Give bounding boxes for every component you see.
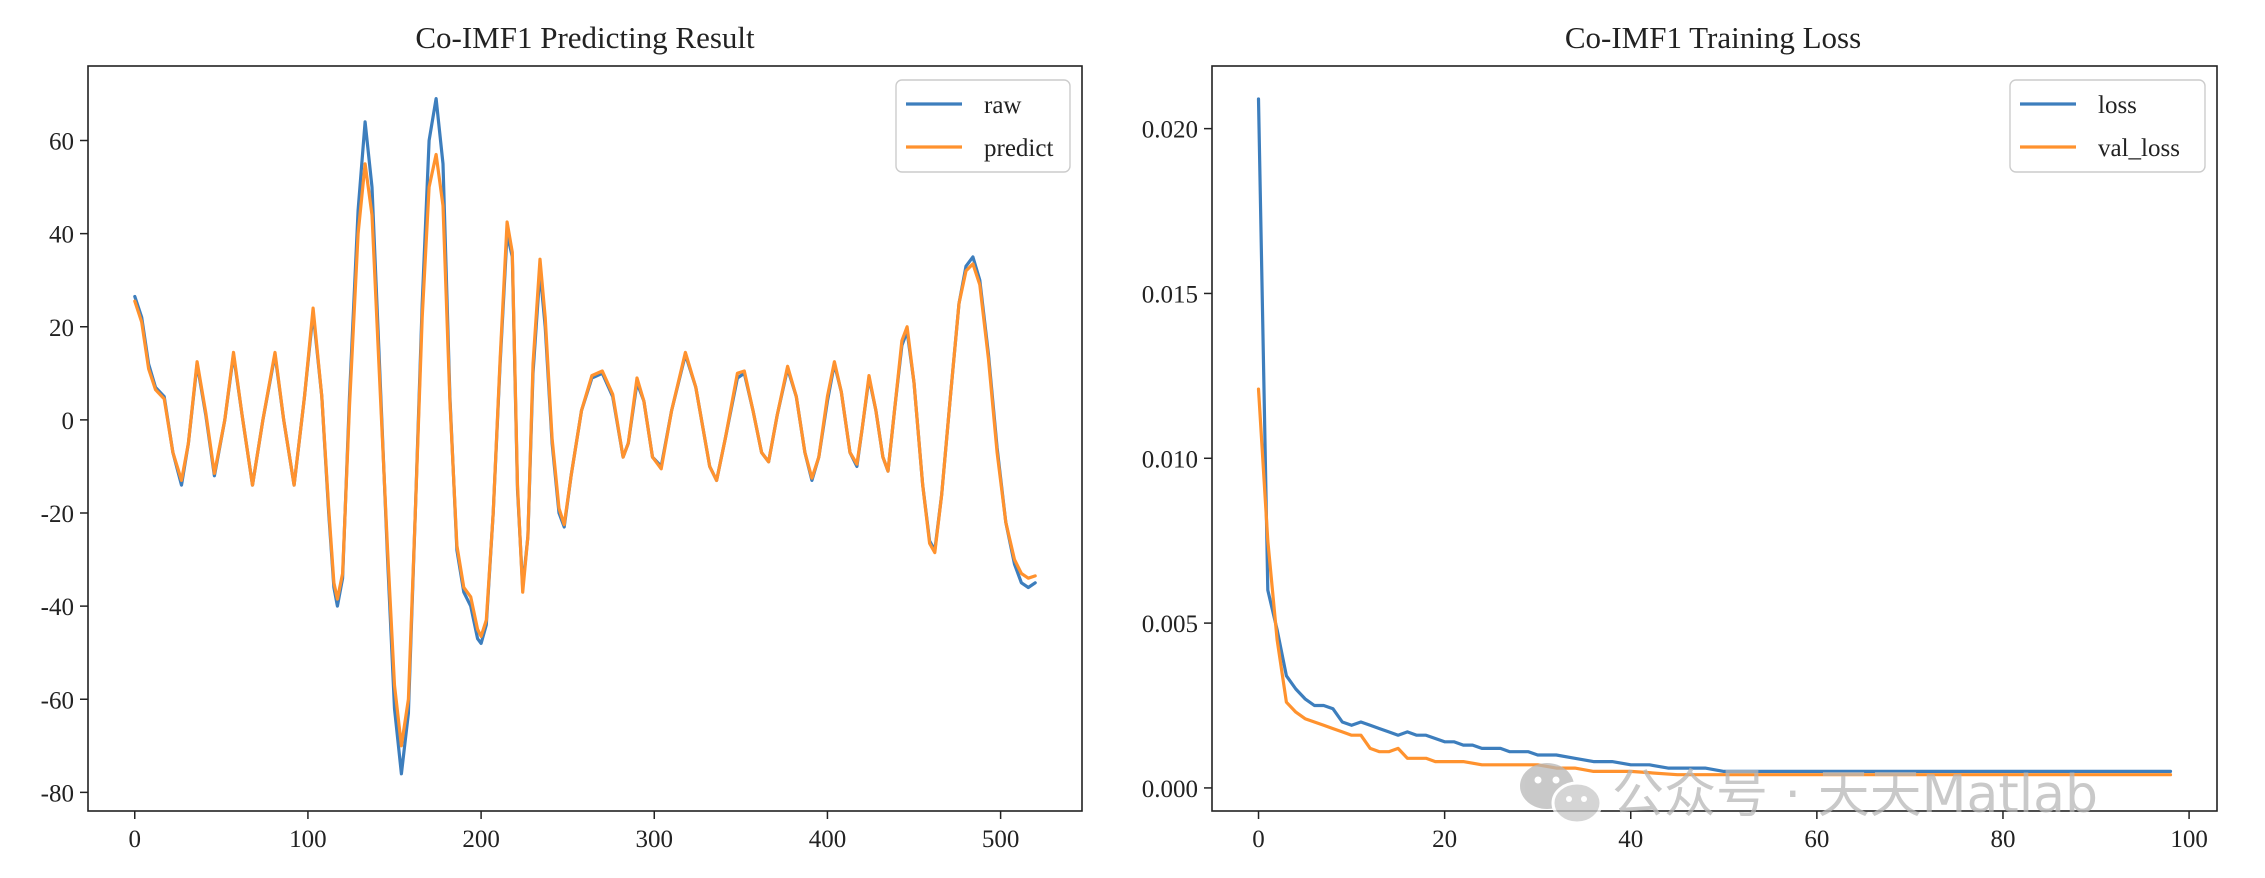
series-layer xyxy=(1256,97,2173,777)
legend: loss val_loss xyxy=(2009,79,2206,173)
x-tick-label: 40 xyxy=(1618,826,1643,853)
y-tick-label: 0.000 xyxy=(1142,776,1198,803)
plot-frame xyxy=(1211,65,2218,812)
y-tick-label: 0.010 xyxy=(1142,446,1198,473)
series-layer xyxy=(133,97,1037,776)
watermark-text: 公众号 · 天天Matlab xyxy=(1612,765,2098,825)
y-axis-ticks: 0.000 0.005 0.010 0.015 0.020 xyxy=(1142,117,1212,803)
x-tick-label: 0 xyxy=(129,826,142,853)
y-tick-label: 0.005 xyxy=(1142,611,1198,638)
y-tick-label: -80 xyxy=(41,780,74,807)
y-tick-label: -40 xyxy=(41,594,74,621)
chart-title: Co-IMF1 Predicting Result xyxy=(415,20,755,55)
y-tick-label: 0.015 xyxy=(1142,281,1198,308)
legend-label-val-loss: val_loss xyxy=(2098,135,2180,162)
plot-frame xyxy=(87,65,1083,812)
series-line-val-loss xyxy=(1256,387,2173,777)
predicting-result-chart: Co-IMF1 Predicting Result 0 100 200 300 400 5… xyxy=(41,20,1083,853)
chart-title: Co-IMF1 Training Loss xyxy=(1565,20,1861,55)
x-axis-ticks: 0 100 200 300 400 500 xyxy=(129,811,1020,853)
y-tick-label: 60 xyxy=(49,129,74,156)
training-loss-chart: Co-IMF1 Training Loss 0 20 40 60 80 100 0.000… xyxy=(1142,20,2218,853)
legend-label-predict: predict xyxy=(984,135,1053,162)
axes: 0 20 40 60 80 100 0.000 0.005 0.010 0.015 0.020 xyxy=(1142,65,2218,853)
legend: raw predict xyxy=(895,79,1071,173)
x-tick-label: 20 xyxy=(1432,826,1457,853)
series-line-loss xyxy=(1256,97,2173,773)
series-line-predict xyxy=(133,152,1037,748)
legend-label-raw: raw xyxy=(984,92,1021,119)
x-tick-label: 100 xyxy=(2170,826,2208,853)
x-tick-label: 60 xyxy=(1804,826,1829,853)
y-tick-label: -20 xyxy=(41,501,74,528)
x-tick-label: 300 xyxy=(636,826,674,853)
x-tick-label: 400 xyxy=(809,826,847,853)
x-tick-label: 80 xyxy=(1990,826,2015,853)
y-axis-ticks: -80 -60 -40 -20 0 20 40 60 xyxy=(41,129,88,807)
y-tick-label: 0.020 xyxy=(1142,117,1198,144)
x-tick-label: 0 xyxy=(1252,826,1265,853)
y-tick-label: 20 xyxy=(49,315,74,342)
y-tick-label: -60 xyxy=(41,687,74,714)
axes: 0 100 200 300 400 500 -80 -60 -40 -20 0 20 40 60 xyxy=(41,65,1083,853)
wechat-icon xyxy=(1520,763,1603,825)
y-tick-label: 40 xyxy=(49,222,74,249)
x-tick-label: 500 xyxy=(982,826,1020,853)
x-axis-ticks: 0 20 40 60 80 100 xyxy=(1252,811,2208,853)
x-tick-label: 200 xyxy=(462,826,500,853)
watermark: 公众号 · 天天Matlab xyxy=(1520,763,2098,825)
legend-label-loss: loss xyxy=(2098,92,2137,119)
y-tick-label: 0 xyxy=(62,408,75,435)
x-tick-label: 100 xyxy=(289,826,327,853)
